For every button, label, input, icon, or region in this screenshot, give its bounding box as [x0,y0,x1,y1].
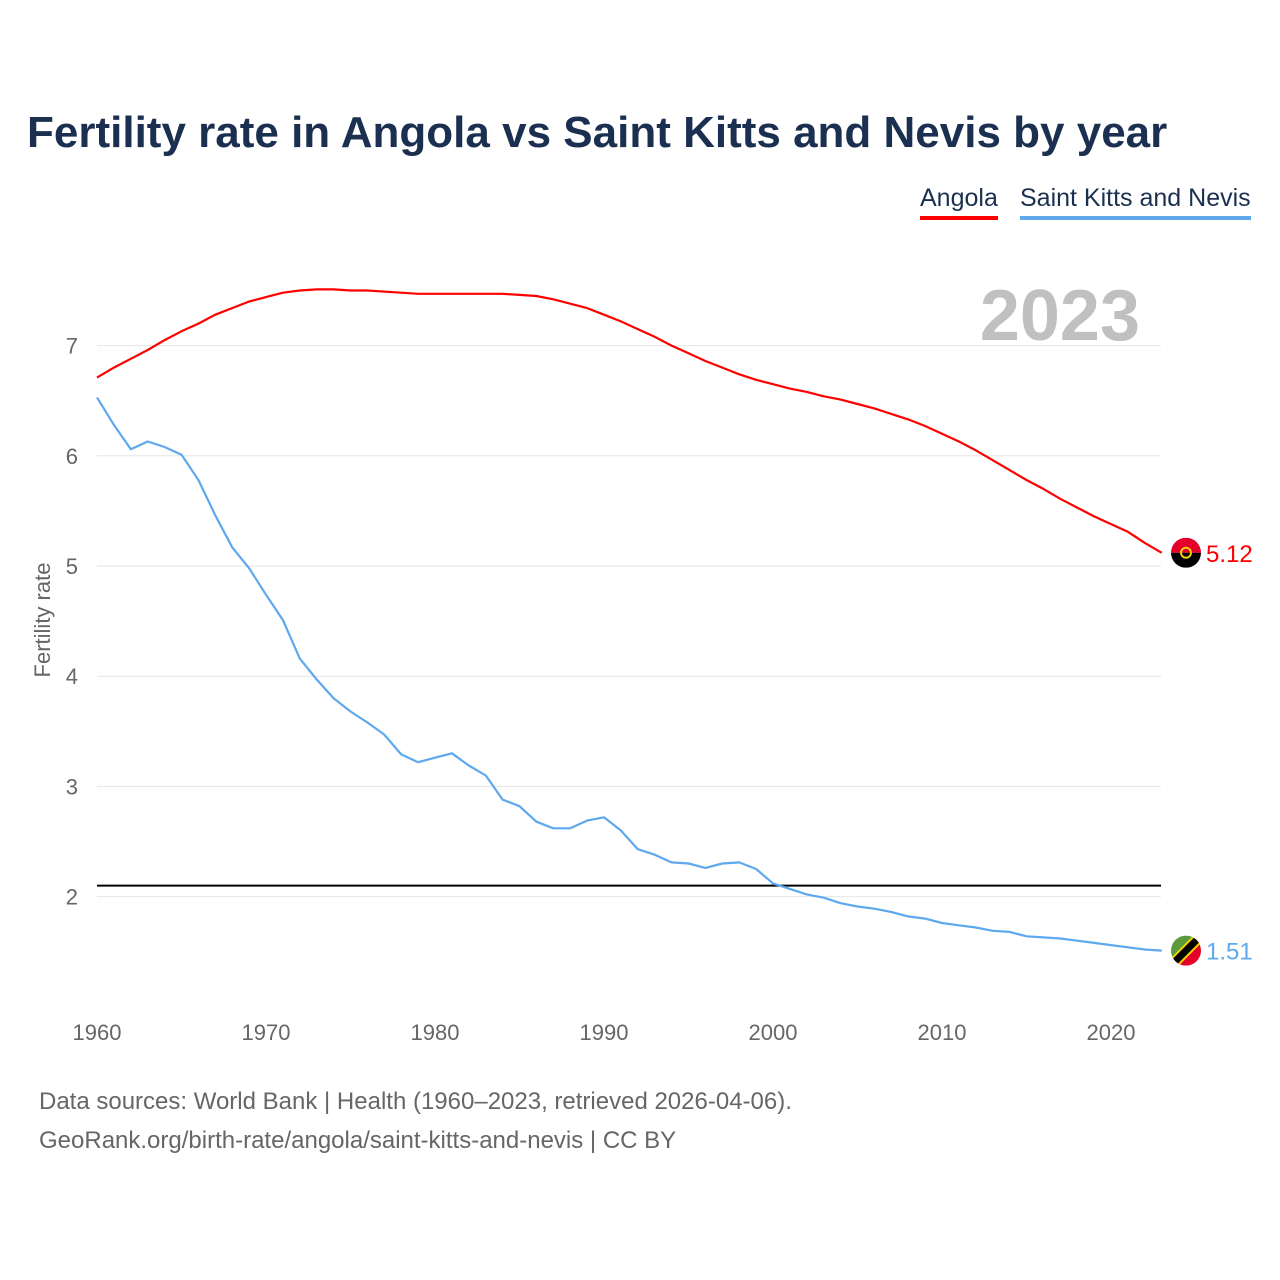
y-tick-label: 5 [66,554,78,579]
x-tick-label: 1990 [580,1020,629,1045]
y-tick-label: 3 [66,774,78,799]
x-tick-label: 2020 [1087,1020,1136,1045]
x-tick-label: 1980 [411,1020,460,1045]
footer-sources: Data sources: World Bank | Health (1960–… [39,1088,792,1115]
y-tick-label: 6 [66,444,78,469]
series-line-saint-kitts-and-nevis [96,396,1162,952]
angola-flag-icon [1171,537,1201,568]
x-tick-label: 1970 [242,1020,291,1045]
x-tick-label: 1960 [73,1020,122,1045]
x-tick-label: 2000 [749,1020,798,1045]
year-label: 2023 [980,276,1140,356]
end-value-label-saint-kitts-and-nevis: 1.51 [1206,939,1253,966]
y-tick-label: 4 [66,664,78,689]
chart-title: Fertility rate in Angola vs Saint Kitts … [27,108,1168,157]
saint-kitts-and-nevis-flag-icon [1171,935,1201,966]
footer-link[interactable]: GeoRank.org/birth-rate/angola/saint-kitt… [39,1127,677,1154]
series-line-angola [96,288,1163,554]
y-tick-label: 7 [66,334,78,359]
end-value-label-angola: 5.12 [1206,541,1253,568]
legend-angola[interactable]: Angola [920,184,998,220]
x-tick-label: 2010 [918,1020,967,1045]
y-tick-label: 2 [66,885,78,910]
legend-saint-kitts-and-nevis[interactable]: Saint Kitts and Nevis [1020,184,1251,220]
y-axis-label: Fertility rate [30,563,55,678]
